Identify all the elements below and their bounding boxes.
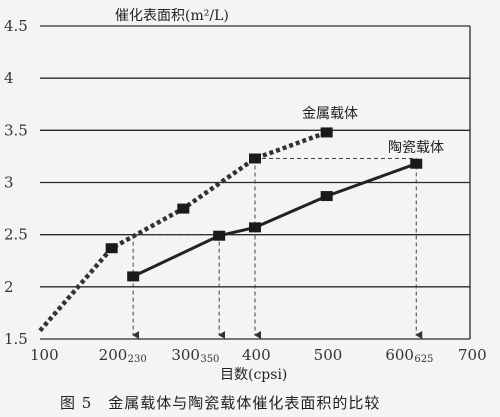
series-label-ceramic: 陶瓷载体 (388, 140, 444, 156)
guide-lines (132, 158, 423, 339)
figure-caption: 图 5 金属载体与陶瓷载体催化表面积的比较 (60, 394, 380, 412)
x-tick-labels: 100 200 230 300 350 400 500 600 625 700 (30, 346, 487, 365)
series-layer (38, 127, 423, 333)
y-tick-label: 2 (4, 278, 14, 296)
x-tick-label: 500 (314, 346, 343, 364)
data-point (320, 191, 333, 202)
y-tick-label: 2.5 (4, 226, 28, 244)
x-tick-sublabel: 625 (414, 354, 433, 365)
x-tick-sublabel: 350 (200, 354, 219, 365)
data-point (410, 158, 423, 169)
y-axis-title: 催化表面积(m²/L) (115, 8, 229, 24)
y-tick-label: 4.5 (4, 17, 28, 35)
data-point (249, 222, 261, 233)
y-tick-labels: 1.5 2 2.5 3 3.5 4 4.5 (4, 17, 28, 348)
data-point (105, 243, 118, 254)
data-point (320, 127, 333, 138)
x-tick-label: 700 (458, 346, 487, 364)
series-label-metal: 金属载体 (302, 106, 358, 122)
data-point (177, 203, 190, 214)
y-tick-label: 1.5 (4, 330, 28, 348)
y-tick-label: 3 (4, 174, 14, 192)
data-point (213, 230, 226, 241)
data-point (249, 153, 261, 164)
series-line (38, 130, 328, 333)
data-point (127, 271, 140, 282)
x-tick-label: 400 (242, 346, 271, 364)
x-tick-label: 100 (30, 346, 59, 364)
series-line (132, 162, 417, 278)
x-tick-label: 200 (99, 346, 128, 364)
x-axis-title: 目数(cpsi) (220, 367, 287, 383)
grid-lines (40, 25, 471, 340)
x-tick-label: 300 (171, 346, 200, 364)
x-tick-sublabel: 230 (128, 354, 147, 365)
y-tick-label: 3.5 (4, 121, 28, 139)
x-tick-label: 600 (385, 346, 414, 364)
y-tick-label: 4 (4, 69, 14, 87)
